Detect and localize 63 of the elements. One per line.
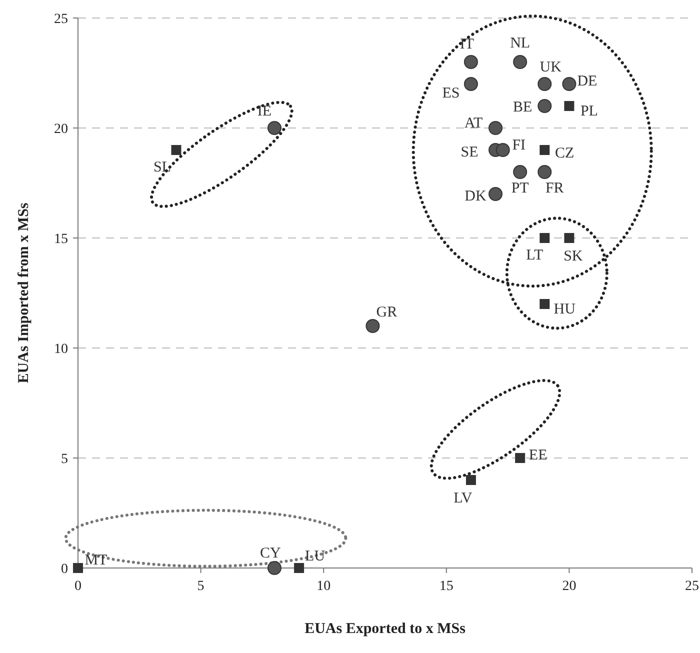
- annotation: DE: [577, 73, 598, 90]
- y-tick-label: 15: [54, 232, 68, 247]
- annotation: ES: [442, 85, 460, 102]
- point: [488, 121, 503, 135]
- annotation: AT: [464, 115, 483, 132]
- point: [267, 561, 282, 575]
- y-tick-label: 20: [54, 122, 68, 137]
- y-axis-title: EUAs Imported from x MSs: [16, 202, 32, 384]
- y-tick-label: 0: [61, 562, 68, 577]
- point: [488, 187, 503, 201]
- annotation: LV: [454, 490, 472, 506]
- point: [464, 77, 478, 91]
- y-tick-label: 10: [54, 342, 68, 357]
- point: [538, 99, 552, 113]
- annotation: SK: [564, 248, 583, 264]
- annotation: DK: [464, 188, 487, 204]
- point: [294, 563, 304, 573]
- x-tick-label: 15: [439, 579, 454, 594]
- x-axis-title: EUAs Exported to x MSs: [304, 621, 466, 637]
- annotation: UK: [540, 59, 562, 76]
- annotation: MT: [84, 552, 108, 568]
- point: [540, 233, 550, 243]
- y-tick-label: 25: [54, 12, 68, 27]
- point: [564, 101, 574, 111]
- annotation: EE: [528, 447, 548, 464]
- annotation: SL: [153, 159, 171, 176]
- point: [513, 55, 528, 69]
- point: [515, 453, 526, 463]
- point: [267, 121, 282, 135]
- annotation: CY: [260, 545, 282, 562]
- point: [171, 145, 182, 155]
- x-tick-label: 10: [316, 579, 331, 594]
- point: [562, 77, 576, 91]
- x-tick-label: 20: [562, 579, 576, 594]
- point: [513, 165, 528, 179]
- annotation: LT: [526, 247, 544, 264]
- x-tick-label: 5: [197, 579, 204, 594]
- point: [496, 143, 510, 157]
- point: [466, 475, 476, 485]
- point: [538, 77, 552, 91]
- annotation: FR: [545, 180, 564, 196]
- annotation: LU: [305, 548, 326, 564]
- annotation: HU: [554, 301, 576, 318]
- point: [366, 319, 380, 333]
- annotation: GR: [376, 304, 398, 320]
- annotation: PL: [580, 103, 598, 120]
- annotation: NL: [510, 35, 530, 52]
- x-tick-label: 25: [685, 579, 699, 594]
- point: [538, 165, 552, 179]
- point: [564, 233, 574, 243]
- annotation: IT: [460, 36, 474, 52]
- point: [540, 145, 550, 155]
- annotation: FI: [512, 137, 526, 154]
- annotation: SE: [460, 144, 478, 160]
- annotation: PT: [511, 180, 529, 196]
- x-tick-label: 0: [74, 579, 82, 594]
- point: [73, 563, 83, 573]
- annotation: CZ: [555, 145, 574, 162]
- y-tick-label: 5: [61, 452, 68, 467]
- annotation: IE: [257, 103, 272, 120]
- annotation: BE: [513, 99, 532, 116]
- point: [464, 55, 478, 69]
- point: [540, 299, 550, 309]
